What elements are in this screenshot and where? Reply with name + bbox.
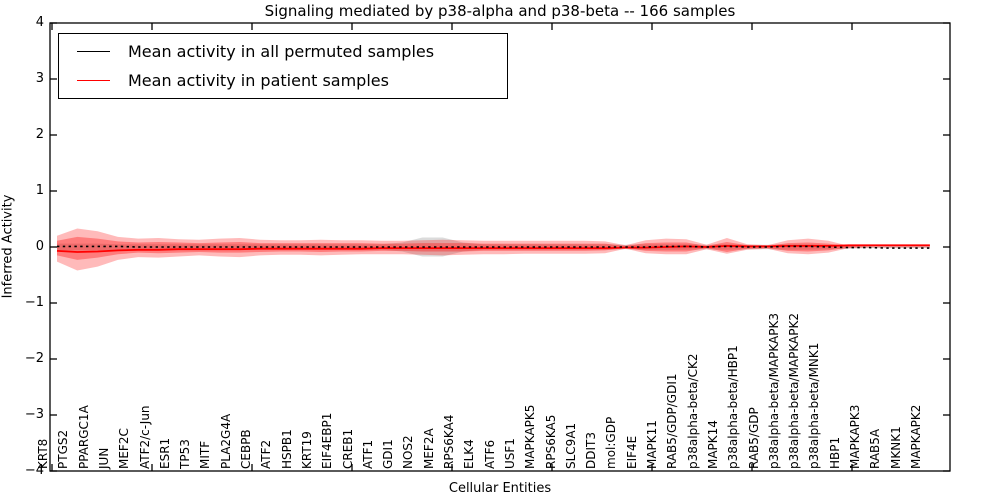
x-category-label: MITF bbox=[198, 440, 213, 469]
x-category-label: KRT19 bbox=[299, 431, 314, 469]
x-category-label: HBP1 bbox=[827, 436, 842, 469]
x-category-label: MAPKAPK2 bbox=[908, 404, 923, 469]
x-category-label: ATF6 bbox=[482, 439, 497, 469]
x-category-label: ESR1 bbox=[157, 437, 172, 469]
x-category-label: KRT8 bbox=[36, 438, 50, 469]
x-category-label: RPS6KA4 bbox=[442, 414, 456, 469]
x-category-label: RAB5/GDP bbox=[746, 407, 761, 469]
y-tick-label: −2 bbox=[24, 351, 44, 366]
x-category-label: NOS2 bbox=[401, 435, 416, 469]
x-category-label: MAPKAPK3 bbox=[848, 404, 862, 469]
legend-item-permuted: Mean activity in all permuted samples bbox=[59, 37, 507, 65]
x-category-label: PLA2G4A bbox=[218, 413, 233, 469]
patient-line-swatch-icon bbox=[77, 80, 110, 82]
series-patient-mean-line bbox=[56, 244, 930, 253]
x-category-label: MAPK14 bbox=[705, 420, 720, 469]
x-category-label: p38alpha-beta/HBP1 bbox=[726, 345, 741, 469]
x-category-label: USF1 bbox=[502, 438, 517, 469]
x-category-label: CREB1 bbox=[340, 428, 355, 469]
x-category-label: MAPKAPK5 bbox=[523, 404, 538, 469]
legend-item-patient: Mean activity in patient samples bbox=[59, 67, 507, 95]
x-category-label: p38alpha-beta/MAPKAPK2 bbox=[787, 313, 802, 469]
y-tick-label: 2 bbox=[35, 127, 44, 142]
series-permuted-mean-line bbox=[57, 245, 930, 249]
x-category-label: PPARGC1A bbox=[76, 405, 91, 469]
x-category-label: ATF1 bbox=[360, 439, 375, 469]
legend-item-label: Mean activity in all permuted samples bbox=[128, 41, 435, 61]
x-category-label: RAB5/GDP/GDI1 bbox=[665, 373, 680, 469]
y-tick-label: 3 bbox=[35, 71, 44, 86]
x-category-label: MEF2A bbox=[421, 428, 436, 469]
x-category-label: CEBPB bbox=[239, 429, 253, 469]
y-tick-label: 0 bbox=[35, 239, 44, 254]
x-category-label: DDIT3 bbox=[584, 432, 599, 469]
x-category-label: MAPK11 bbox=[645, 420, 659, 469]
y-tick-label: −4 bbox=[24, 463, 44, 478]
x-category-label: p38alpha-beta/MNK1 bbox=[807, 342, 822, 469]
x-category-label: HSPB1 bbox=[279, 429, 294, 469]
x-category-label: TP53 bbox=[178, 439, 193, 469]
y-tick-label: 1 bbox=[35, 183, 44, 198]
chart-title: Signaling mediated by p38-alpha and p38-… bbox=[264, 2, 736, 20]
x-axis-label: Cellular Entities bbox=[448, 481, 552, 496]
x-category-label: MEF2C bbox=[117, 428, 132, 469]
legend-item-label: Mean activity in patient samples bbox=[128, 71, 389, 91]
x-category-label: p38alpha-beta/MAPKAPK3 bbox=[766, 313, 781, 469]
legend: Mean activity in all permuted samples Me… bbox=[58, 33, 508, 99]
x-category-label: ATF2 bbox=[259, 439, 274, 469]
y-tick-label: −1 bbox=[24, 295, 44, 310]
x-category-label: RPS6KA5 bbox=[543, 414, 558, 469]
x-category-label: SLC9A1 bbox=[563, 422, 578, 469]
y-tick-label: −3 bbox=[24, 407, 44, 422]
band-patient-outer-band bbox=[57, 228, 930, 271]
x-category-label: EIF4EBP1 bbox=[320, 412, 335, 469]
x-category-label: MKNK1 bbox=[888, 426, 903, 469]
x-category-label: p38alpha-beta/CK2 bbox=[685, 353, 700, 469]
y-tick-label: 4 bbox=[35, 15, 44, 30]
x-category-label: ATF2/c-Jun bbox=[137, 405, 152, 469]
x-category-label: JUN bbox=[96, 447, 111, 469]
x-category-label: RAB5A bbox=[868, 428, 883, 469]
x-category-label: mol:GDP bbox=[604, 416, 619, 469]
x-category-label: PTGS2 bbox=[56, 429, 71, 469]
x-category-label: GDI1 bbox=[381, 439, 396, 469]
x-category-label: ELK4 bbox=[462, 439, 477, 469]
x-category-label: EIF4E bbox=[624, 435, 639, 469]
permuted-line-swatch-icon bbox=[77, 50, 110, 52]
